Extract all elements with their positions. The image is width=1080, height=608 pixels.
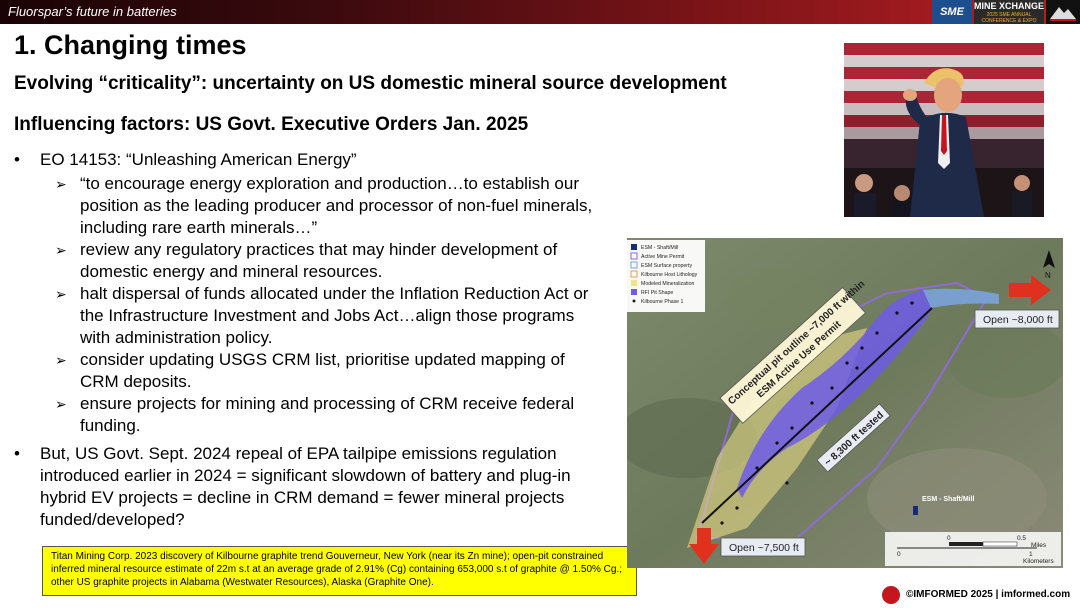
open-sw-label: Open ~7,500 ft (729, 542, 799, 554)
deck-title: Fluorspar’s future in batteries (8, 4, 177, 19)
footer-text: ©IMFORMED 2025 | imformed.com (906, 589, 1071, 600)
header-bar: Fluorspar’s future in batteries SME MINE… (0, 0, 1080, 24)
subitem-text: halt dispersal of funds allocated under … (80, 284, 589, 347)
sme-logo: SME (932, 0, 972, 24)
legend-item: Modeled Mineralization (641, 281, 694, 287)
minexchange-logo-subtext: 2025 SME ANNUAL CONFERENCE & EXPO (981, 12, 1037, 24)
legend-item: RFI Pit Shape (641, 290, 673, 296)
open-ne-arrow-icon (1009, 275, 1051, 305)
subtitle-influencing-factors: Influencing factors: US Govt. Executive … (14, 114, 529, 135)
mountain-logo-icon (1046, 0, 1080, 24)
north-label: N (1045, 271, 1051, 280)
bullet-dot: • (14, 444, 20, 463)
list-item: ➢ ensure projects for mining and process… (55, 393, 600, 437)
scale-km-1: 1 (1029, 551, 1033, 558)
subitem-text: consider updating USGS CRM list, priorit… (80, 350, 565, 391)
speaker-photo (844, 43, 1044, 217)
eo-subitem-list: ➢ “to encourage energy exploration and p… (55, 173, 600, 437)
legend-item: Kilbourne Host Lithology (641, 272, 698, 278)
list-item: ➢ “to encourage energy exploration and p… (55, 173, 600, 239)
arrow-bullet-icon: ➢ (55, 396, 67, 412)
minexchange-logo: MINE XCHANGE 2025 SME ANNUAL CONFERENCE … (974, 0, 1044, 24)
kilbourne-map: Conceptual pit outline ~7,000 ft within … (627, 238, 1063, 568)
arrow-bullet-icon: ➢ (55, 286, 67, 302)
subtitle-criticality: Evolving “criticality”: uncertainty on U… (14, 73, 727, 94)
subitem-text: review any regulatory practices that may… (80, 240, 558, 281)
arrow-bullet-icon: ➢ (55, 176, 67, 192)
legend-item: Kilbourne Phase 1 (641, 299, 684, 305)
open-ne-label: Open ~8,000 ft (983, 314, 1053, 326)
imformed-logo-icon (882, 586, 900, 604)
scale-km-label: Kilometers (1023, 558, 1054, 565)
scale-miles-label: Miles (1031, 542, 1047, 549)
titan-mining-note: Titan Mining Corp. 2023 discovery of Kil… (42, 546, 637, 596)
esm-shaft-label: ESM - Shaft/Mill (922, 496, 975, 503)
north-arrow-icon (1043, 250, 1055, 268)
open-sw-arrow-icon (689, 528, 719, 564)
legend-item: Active Mine Permit (641, 254, 685, 260)
bullet-text: EO 14153: “Unleashing American Energy” (40, 150, 357, 169)
arrow-bullet-icon: ➢ (55, 242, 67, 258)
scale-km-0: 0 (897, 551, 901, 558)
list-item: ➢ consider updating USGS CRM list, prior… (55, 349, 600, 393)
scale-0: 0 (947, 535, 951, 542)
subitem-text: ensure projects for mining and processin… (80, 394, 575, 435)
list-item: ➢ review any regulatory practices that m… (55, 239, 600, 283)
minexchange-logo-text: MINE XCHANGE (974, 1, 1045, 11)
scale-half: 0.5 (1017, 535, 1026, 542)
list-item: ➢ halt dispersal of funds allocated unde… (55, 283, 600, 349)
legend-item: ESM - Shaft/Mill (641, 245, 678, 251)
subitem-text: “to encourage energy exploration and pro… (80, 174, 593, 237)
bullet-dot: • (14, 150, 20, 169)
arrow-bullet-icon: ➢ (55, 352, 67, 368)
slide-title: 1. Changing times (14, 30, 247, 60)
bullet-text: But, US Govt. Sept. 2024 repeal of EPA t… (40, 444, 571, 529)
legend-item: ESM Surface property (641, 263, 692, 269)
